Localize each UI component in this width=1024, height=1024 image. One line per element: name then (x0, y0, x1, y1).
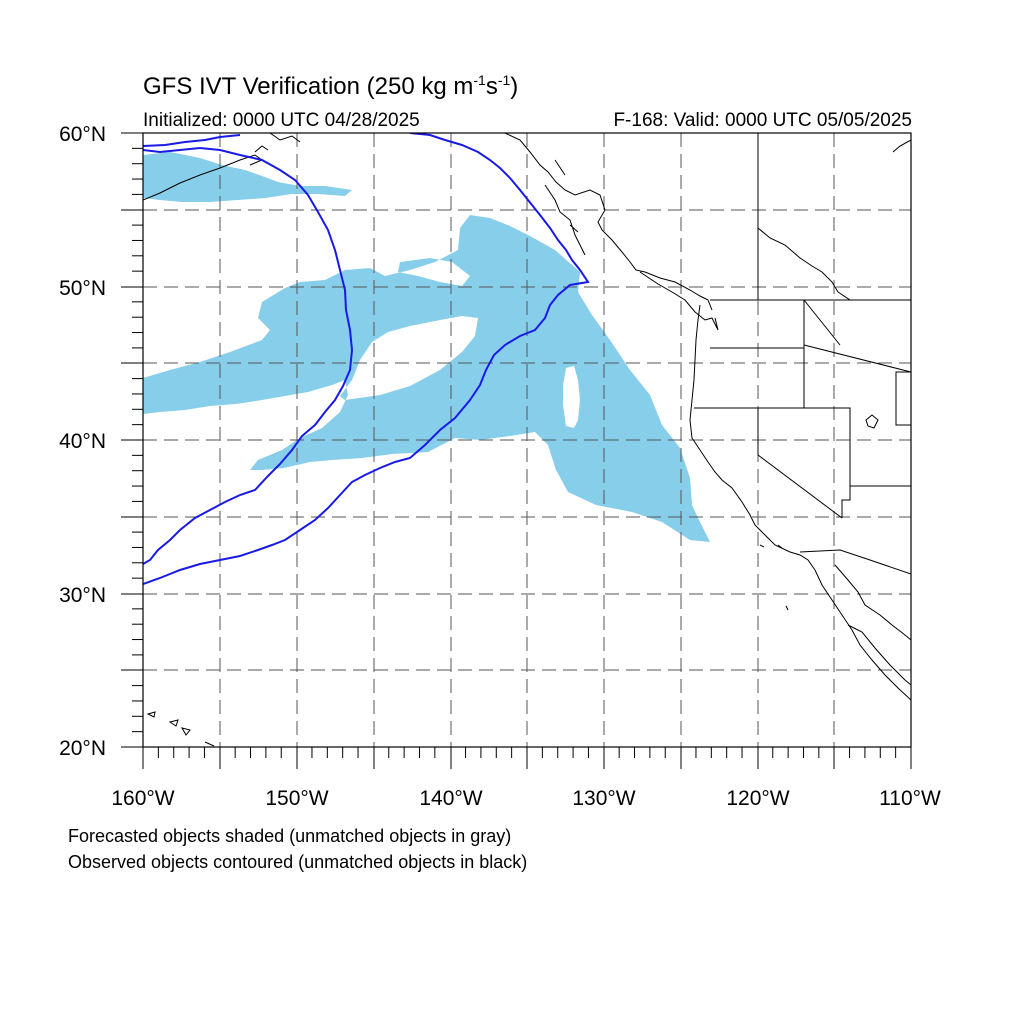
lon-label-120w: 120°W (726, 787, 789, 810)
graticule (143, 133, 911, 747)
observed-legend-note: Observed objects contoured (unmatched ob… (68, 852, 528, 872)
lat-label-30: 30°N (59, 584, 106, 607)
lat-label-40: 40°N (59, 430, 106, 453)
lat-label-50: 50°N (59, 277, 106, 300)
lat-label-60: 60°N (59, 123, 106, 146)
forecast-legend-note: Forecasted objects shaded (unmatched obj… (68, 826, 512, 846)
lon-label-130w: 130°W (572, 787, 635, 810)
forecast-object-north (143, 152, 352, 202)
political-borders (694, 133, 911, 575)
observed-contour-north-edge (143, 134, 241, 147)
tick-marks (121, 132, 912, 769)
coastlines (143, 133, 911, 747)
minor-tick-marks (132, 147, 897, 758)
longitude-labels: 160°W 150°W 140°W 130°W 120°W 110°W (111, 787, 941, 810)
initialized-time: Initialized: 0000 UTC 04/28/2025 (143, 110, 420, 131)
lon-label-150w: 150°W (265, 787, 328, 810)
latitude-labels: 60°N 50°N 40°N 30°N 20°N (59, 123, 106, 760)
lon-label-140w: 140°W (419, 787, 482, 810)
lon-label-160w: 160°W (111, 787, 174, 810)
observed-objects (143, 133, 590, 585)
observed-contour-main (143, 133, 590, 585)
valid-time: F-168: Valid: 0000 UTC 05/05/2025 (613, 110, 912, 131)
map-title: GFS IVT Verification (250 kg m-1s-1) (143, 72, 519, 100)
lat-label-20: 20°N (59, 737, 106, 760)
forecast-objects (143, 152, 710, 542)
lon-label-110w: 110°W (879, 787, 941, 810)
forecast-object-main (143, 215, 710, 542)
